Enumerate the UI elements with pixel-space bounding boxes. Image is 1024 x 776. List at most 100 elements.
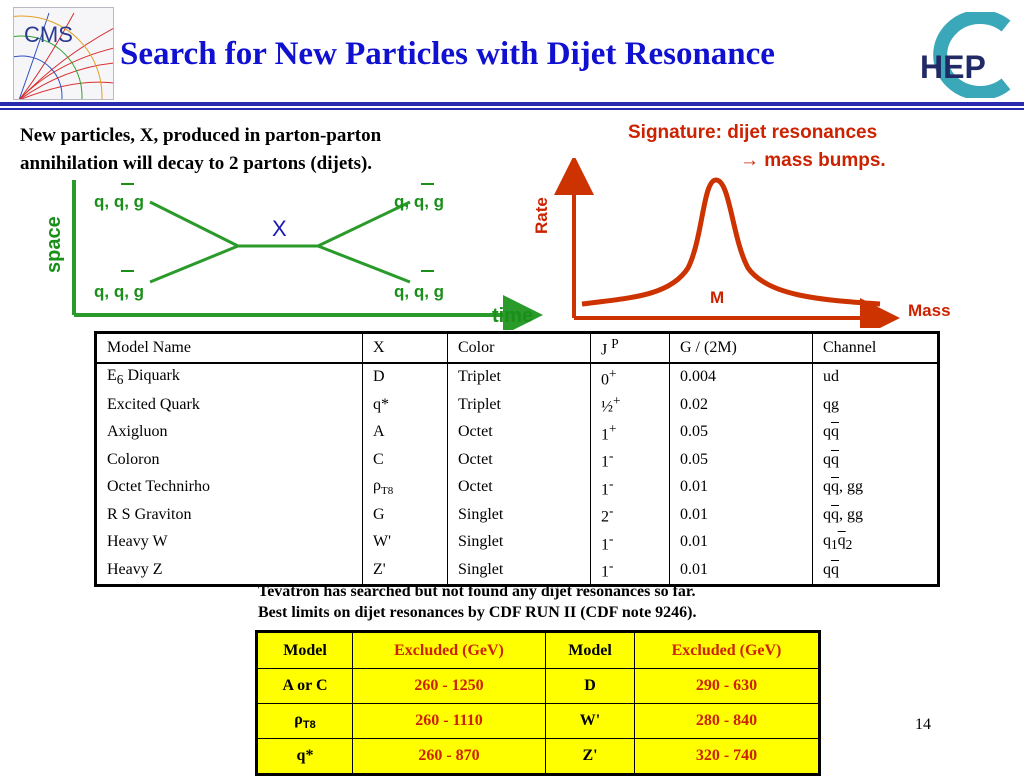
model-channel-cell: ud [813,363,939,392]
model-channel-cell: qg [813,391,939,419]
model-color-cell: Octet [447,473,591,501]
model-name-cell: Heavy W [95,528,363,556]
header-jp: J P [590,332,670,364]
channel-b-sub: 2 [845,536,853,552]
channel-antiparton: q [831,478,839,496]
model-name: Excited Quark [107,395,200,413]
model-name: E [107,366,117,384]
model-color-cell: Octet [447,446,591,474]
channel-parton-a: ud [823,368,839,386]
model-x-cell: C [362,446,448,474]
dijet-diagram: q, q, g q, q, g q, q, g q, q, g X space … [43,180,543,330]
limit-range-2: 290 - 630 [634,668,820,704]
channel-extra: , gg [839,505,863,523]
channel-antiparton: q [831,505,839,523]
limit-model-1-sub: T8 [302,719,316,732]
channel-parton-a: q [823,423,831,441]
limit-model-1: q* [296,747,314,764]
hep-logo-graphic: HEP [920,10,1011,100]
limit-range-1: 260 - 1250 [352,668,546,704]
model-jp-cell: 1- [590,556,670,585]
model-row: Octet Technirho ρT8 Octet 1- 0.01 qq, gg [95,473,939,501]
model-row: Axigluon A Octet 1+ 0.05 qq [95,418,939,447]
channel-antiparton: q [831,423,839,441]
model-x-cell: G [362,501,448,529]
model-x-sub: T8 [380,485,394,498]
limits-header-model-1: Model [256,631,353,669]
model-color-cell: Triplet [447,391,591,419]
model-color-cell: Singlet [447,528,591,556]
model-jp-cell: 0+ [590,362,670,391]
model-x-cell: A [362,418,448,446]
model-color-cell: Singlet [447,501,591,529]
label-top-left: q, q, g [94,192,144,211]
model-x: q* [373,395,389,413]
limit-model-2: D [545,668,635,704]
model-x-cell: W' [362,528,448,556]
limit-range-2: 320 - 740 [634,738,820,775]
model-channel-cell: qq, gg [813,501,939,529]
model-width-cell: 0.004 [669,362,813,391]
model-name-cell: Axigluon [95,418,363,446]
model-jp: 1 [601,563,609,581]
cms-logo: CMS [13,7,114,100]
model-jp-sup: - [609,503,614,519]
header-color: Color [447,332,591,364]
slide-title: Search for New Particles with Dijet Reso… [120,36,775,72]
title-rule-thin [0,108,1024,110]
header-width: G / (2M) [669,332,813,364]
model-width-cell: 0.01 [669,473,813,501]
model-row: Coloron C Octet 1- 0.05 qq [95,446,939,474]
model-name: Coloron [107,450,160,468]
limit-model-1: A or C [282,677,328,694]
model-name: R S Graviton [107,505,192,523]
model-jp-sup: - [609,475,614,491]
model-name: Octet Technirho [107,478,210,496]
model-name-sub: 6 [116,371,124,387]
cms-logo-text: CMS [24,22,73,47]
model-x: A [373,423,385,441]
models-table: Model Name X Color J P G / (2M) Channel … [94,331,940,587]
limit-model-1-cell: ρT8 [256,703,353,739]
limit-model-2: W' [545,703,635,739]
header-channel: Channel [812,332,939,364]
model-x: Z' [373,560,386,578]
model-name: Heavy Z [107,560,163,578]
limit-range-1: 260 - 1110 [352,703,546,739]
model-row: Excited Quark q* Triplet ½+ 0.02 qg [95,391,939,419]
limit-row: ρT8 260 - 1110 W' 280 - 840 [256,703,820,739]
search-note-line-1: Tevatron has searched but not found any … [258,583,696,600]
model-jp: 1 [601,480,609,498]
hep-logo-text: HEP [920,49,986,85]
models-table-header: Model Name X Color J P G / (2M) Channel [95,332,939,364]
model-name: Axigluon [107,423,168,441]
model-channel-cell: qq [813,419,939,447]
model-jp-sup: - [609,448,614,464]
model-channel-cell: q1q2 [813,529,939,557]
model-row: E6 Diquark D Triplet 0+ 0.004 ud [95,362,939,392]
model-jp: ½ [601,398,613,416]
model-jp-sup: + [609,420,617,436]
model-x: C [373,450,384,468]
intro-text: New particles, X, produced in parton-par… [20,122,381,178]
outgoing-parton-top [317,200,411,248]
title-rule-thick [0,102,1024,106]
model-x-cell: D [362,362,448,391]
model-name-rest: Diquark [123,366,180,384]
label-bottom-right: q, q, g [394,282,444,301]
peak-mass-label: M [710,288,724,307]
model-x: D [373,368,385,386]
channel-parton-a: q [823,560,831,578]
channel-parton-a: q [823,505,831,523]
model-row: Heavy Z Z' Singlet 1- 0.01 qq [95,556,939,585]
model-jp-sup: - [609,558,614,574]
limit-row: A or C 260 - 1250 D 290 - 630 [256,668,820,704]
model-jp: 1 [601,535,609,553]
limits-header-model-2: Model [545,631,635,669]
model-width-cell: 0.02 [669,391,813,419]
model-name-cell: Octet Technirho [95,473,363,501]
limit-model-1-cell: q* [256,738,353,775]
signature-line-2: → mass bumps. [740,150,886,171]
limits-table-header: Model Excluded (GeV) Model Excluded (GeV… [256,631,820,669]
limit-model-1: ρ [294,710,303,728]
